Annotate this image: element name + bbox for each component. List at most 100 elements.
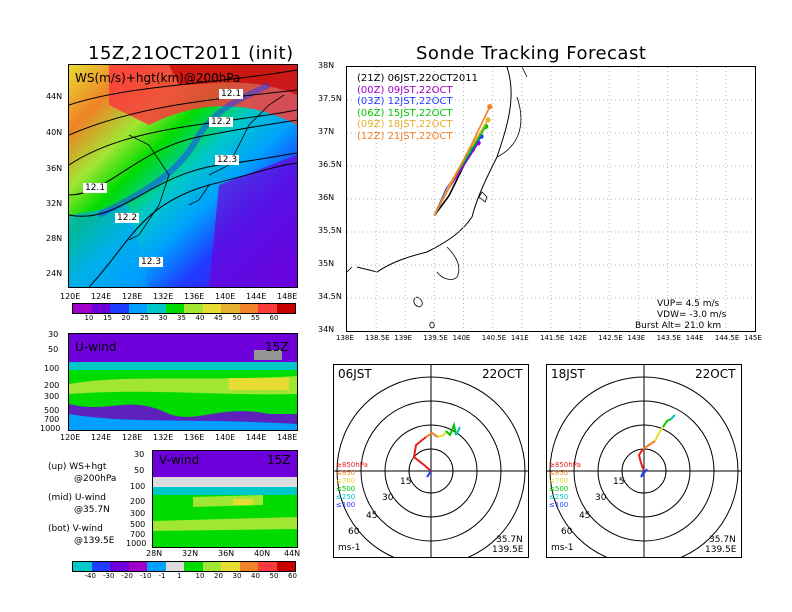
note-mid-line2: @35.7N — [74, 505, 110, 515]
ring-label: 15 — [613, 477, 625, 487]
y-tick: 37N — [318, 127, 335, 136]
legend-jst: 15JST,22OCT — [387, 107, 453, 119]
x-tick: 44N — [284, 549, 301, 558]
hodo2-date: 22OCT — [695, 367, 736, 381]
x-tick: 28N — [146, 549, 163, 558]
colorbar-label: 45 — [214, 314, 223, 322]
x-tick: 32N — [182, 549, 199, 558]
contour-label: 12.2 — [115, 213, 140, 223]
hodo2-lon: 139.5E — [705, 545, 737, 555]
x-tick: 36N — [218, 549, 235, 558]
ws-colorbar-labels: 10 15 20 25 30 35 40 45 50 55 60 — [72, 314, 294, 324]
legend-utc: (09Z) — [357, 119, 388, 130]
y-tick: 36.5N — [318, 160, 342, 169]
legend-utc: (21Z) — [357, 73, 388, 84]
colorbar-label: 20 — [121, 314, 131, 322]
hodo1-lon: 139.5E — [492, 545, 524, 555]
note-mid-line1: (mid) U-wind — [48, 493, 106, 503]
y-tick: 500 — [130, 520, 146, 529]
x-tick: 136E — [184, 292, 205, 301]
ring-label: 15 — [400, 477, 412, 487]
colorbar-swatch — [110, 304, 129, 313]
colorbar-label: 20 — [214, 572, 223, 580]
v-wind-time: 15Z — [267, 453, 291, 467]
contour-label: 12.3 — [215, 155, 240, 165]
x-tick: 141.5E — [540, 334, 565, 342]
legend-entry: (03Z) 12JST,22OCT — [357, 96, 478, 108]
x-tick: 132E — [153, 433, 174, 442]
y-tick: 34N — [318, 325, 335, 334]
legend-utc: (06Z) — [357, 107, 388, 119]
x-tick: 40N — [254, 549, 271, 558]
vup-text: VUP= 4.5 m/s — [657, 299, 720, 309]
y-tick: 35.5N — [318, 226, 342, 235]
level-label: ≤250 — [549, 493, 569, 501]
colorbar-swatch — [239, 562, 258, 571]
colorbar-swatch — [184, 562, 203, 571]
u-wind-time: 15Z — [265, 340, 289, 354]
ws-map-panel: WS(m/s)+hgt(km)@200hPa 12.1 12.2 12.3 12… — [68, 64, 298, 288]
hodograph-plot-2 — [547, 365, 741, 557]
level-label: ≤850 — [336, 469, 356, 477]
y-tick: 34.5N — [318, 292, 342, 301]
y-tick: 300 — [44, 392, 60, 401]
hodo1-units: ms-1 — [338, 543, 361, 553]
x-tick: 143.5E — [656, 334, 682, 342]
colorbar-swatch — [258, 304, 277, 313]
y-tick: 35N — [318, 259, 335, 268]
colorbar-label: 10 — [195, 572, 205, 580]
note-bot-line1: (bot) V-wind — [48, 524, 103, 534]
legend-jst: 09JST,22OCT — [387, 84, 453, 96]
hodo1-date: 22OCT — [482, 367, 523, 381]
x-tick: 136E — [184, 433, 205, 442]
note-up-line1: (up) WS+hgt — [48, 462, 107, 472]
colorbar-label: 30 — [232, 572, 242, 580]
contour-label: 12.2 — [209, 117, 234, 127]
colorbar-label: 1 — [177, 572, 182, 580]
y-tick: 30 — [134, 450, 145, 459]
y-tick: 36N — [318, 193, 335, 202]
ring-label: 60 — [561, 527, 573, 537]
level-label: ≤700 — [336, 477, 356, 485]
colorbar-swatch — [91, 304, 110, 313]
level-label: ≤700 — [549, 477, 569, 485]
colorbar-swatch — [147, 562, 166, 571]
y-tick: 700 — [44, 415, 60, 424]
x-tick: 140.5E — [481, 334, 507, 342]
x-tick: 120E — [60, 433, 81, 442]
hodo2-units: ms-1 — [551, 543, 574, 553]
uv-colorbar-labels: -40 -30 -20 -10 -1 1 10 20 30 40 50 60 — [72, 572, 297, 582]
y-tick: 1000 — [126, 539, 147, 548]
colorbar-swatch — [202, 304, 221, 313]
level-label: ≤500 — [549, 485, 569, 493]
x-tick: 138E — [336, 334, 354, 342]
legend-utc: (03Z) — [357, 96, 388, 107]
hodo1-lat: 35.7N — [496, 535, 523, 545]
colorbar-swatch — [221, 562, 240, 571]
y-tick: 200 — [130, 497, 146, 506]
y-tick: 24N — [46, 269, 63, 278]
x-tick: 144E — [685, 334, 704, 342]
x-tick: 124E — [91, 292, 112, 301]
colorbar-label: 60 — [269, 314, 279, 322]
legend-jst: 21JST,22OCT — [387, 130, 453, 142]
track-endpoint — [487, 104, 493, 110]
legend-jst: 06JST,22OCT2011 — [387, 73, 479, 84]
y-tick: 500 — [44, 406, 60, 415]
y-tick: 100 — [130, 482, 146, 491]
colorbar-label: 30 — [158, 314, 168, 322]
colorbar-swatch — [276, 304, 295, 313]
colorbar-label: 35 — [177, 314, 186, 322]
colorbar-label: -40 — [84, 572, 96, 580]
track-legend: (21Z) 06JST,22OCT2011 (00Z) 09JST,22OCT (0… — [357, 73, 478, 142]
hodograph-panel-1: 06JST 22OCT ≥850hPa ≤850 ≤700 ≤500 ≤250 ≤100 … — [333, 364, 529, 558]
track-map-plot — [347, 67, 755, 331]
x-tick: 132E — [153, 292, 174, 301]
colorbar-swatch — [73, 304, 92, 313]
legend-entry: (09Z) 18JST,22OCT — [357, 119, 478, 131]
x-tick: 145E — [744, 334, 762, 342]
colorbar-swatch — [128, 562, 147, 571]
colorbar-label: 25 — [140, 314, 149, 322]
v-wind-label: V-wind — [159, 453, 200, 467]
y-tick: 36N — [46, 164, 63, 173]
